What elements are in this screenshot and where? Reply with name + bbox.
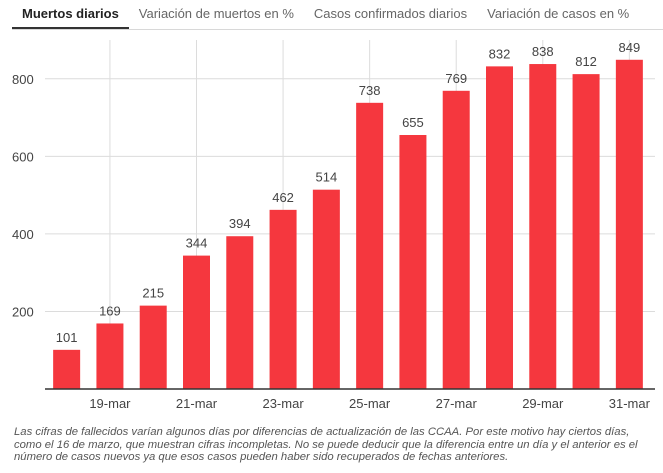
data-label: 514 <box>316 170 338 185</box>
bar-25-mar <box>356 102 384 389</box>
bar-19-mar <box>96 323 124 389</box>
bar-22-mar <box>226 236 254 389</box>
data-label: 344 <box>186 236 208 251</box>
y-tick-label: 400 <box>12 227 34 242</box>
bar-20-mar <box>139 305 167 389</box>
bar-23-mar <box>269 209 297 389</box>
tab-casos-confirmados[interactable]: Casos confirmados diarios <box>313 6 468 21</box>
bar-chart: 200 400 600 800 101 169 215 344 394 462 514 738 655 7… <box>12 40 655 411</box>
x-tick-label: 25-mar <box>349 396 391 411</box>
data-label: 101 <box>56 330 78 345</box>
data-label: 169 <box>99 303 121 318</box>
y-tick-label: 200 <box>12 304 34 319</box>
x-tick-label: 31-mar <box>609 396 651 411</box>
data-label: 394 <box>229 216 251 231</box>
tab-variacion-casos[interactable]: Variación de casos en % <box>487 6 630 21</box>
x-tick-label: 23-mar <box>262 396 304 411</box>
tab-bar: Muertos diarios Variación de muertos en … <box>12 0 639 30</box>
footnote: Las cifras de fallecidos varían algunos … <box>14 426 638 464</box>
data-label: 655 <box>402 115 424 130</box>
bar-31-mar <box>615 59 643 389</box>
x-tick-label: 27-mar <box>436 396 478 411</box>
bar-29-mar <box>529 64 557 389</box>
bar-21-mar <box>183 255 210 389</box>
data-label: 832 <box>489 46 511 61</box>
data-label: 215 <box>142 286 164 301</box>
data-label: 769 <box>445 71 467 86</box>
x-tick-label: 21-mar <box>176 396 218 411</box>
bar-27-mar <box>442 90 470 389</box>
data-label: 738 <box>359 83 381 98</box>
bar-24-mar <box>312 189 340 389</box>
tab-divider <box>12 29 663 30</box>
bar-26-mar <box>399 135 427 389</box>
bar-18-mar <box>53 349 81 389</box>
bar-28-mar <box>486 66 513 389</box>
data-label: 849 <box>619 40 641 55</box>
x-tick-label: 29-mar <box>522 396 564 411</box>
tab-variacion-muertos[interactable]: Variación de muertos en % <box>138 6 294 21</box>
x-tick-label: 19-mar <box>89 396 131 411</box>
tab-muertos-diarios[interactable]: Muertos diarios <box>12 0 129 30</box>
y-tick-label: 600 <box>12 149 34 164</box>
y-tick-label: 800 <box>12 72 34 87</box>
data-label: 462 <box>272 190 294 205</box>
data-label: 812 <box>575 54 597 69</box>
data-label: 838 <box>532 44 554 59</box>
bar-30-mar <box>572 74 600 389</box>
